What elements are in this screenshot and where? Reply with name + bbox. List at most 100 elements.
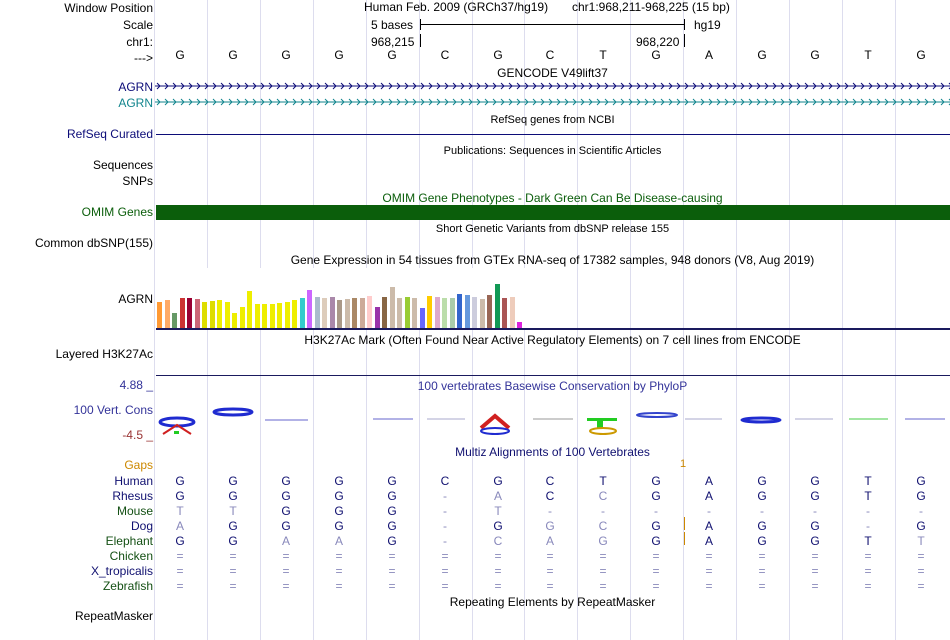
gtex-tissue-bar[interactable] xyxy=(284,302,290,328)
omim-genes-label[interactable]: OMIM Genes xyxy=(81,205,153,219)
alignment-base: G xyxy=(810,519,820,533)
gtex-tissue-bar[interactable] xyxy=(494,284,500,328)
species-label[interactable]: Chicken xyxy=(109,549,153,563)
gtex-tissue-bar[interactable] xyxy=(179,298,185,328)
gtex-tissue-bar[interactable] xyxy=(307,290,312,328)
gtex-tissue-bar[interactable] xyxy=(457,294,462,328)
gtex-tissue-bar[interactable] xyxy=(427,296,432,328)
omim-gene-bar[interactable] xyxy=(156,205,950,220)
gtex-tissue-bar[interactable] xyxy=(164,300,170,328)
gtex-tissue-bar[interactable] xyxy=(209,301,215,328)
gtex-tissue-bar[interactable] xyxy=(367,296,372,328)
gtex-tissue-bar[interactable] xyxy=(277,303,282,328)
strand-chevron xyxy=(644,82,649,90)
gtex-tissue-bar[interactable] xyxy=(194,299,200,328)
gtex-tissue-bar[interactable] xyxy=(509,297,515,328)
gtex-tissue-bar[interactable] xyxy=(442,298,447,328)
gtex-tissue-bar[interactable] xyxy=(472,297,477,328)
species-label[interactable]: Rhesus xyxy=(112,489,153,503)
vert-cons-label[interactable]: 100 Vert. Cons xyxy=(73,403,153,417)
gtex-agrn-label[interactable]: AGRN xyxy=(118,292,153,306)
gtex-tissue-bar[interactable] xyxy=(517,322,522,328)
cons-min-label: -4.5 _ xyxy=(122,428,153,442)
gtex-tissue-bar[interactable] xyxy=(389,287,395,328)
gencode-agrn-label-1[interactable]: AGRN xyxy=(118,80,153,94)
gtex-tissue-bar[interactable] xyxy=(419,308,425,328)
gtex-tissue-bar[interactable] xyxy=(352,298,357,328)
gtex-tissue-bar[interactable] xyxy=(434,297,440,328)
gtex-tissue-bar[interactable] xyxy=(397,298,402,328)
phylop-logo-track[interactable] xyxy=(155,407,950,438)
gtex-tissue-bar[interactable] xyxy=(172,313,177,328)
species-label[interactable]: Dog xyxy=(130,519,153,533)
gtex-tissue-bar[interactable] xyxy=(187,298,192,328)
species-label[interactable]: Elephant xyxy=(105,534,153,548)
alignment-base: G xyxy=(228,534,238,548)
gencode-agrn-label-2[interactable]: AGRN xyxy=(118,96,153,110)
gtex-tissue-bar[interactable] xyxy=(382,297,387,328)
snps-label[interactable]: SNPs xyxy=(122,174,153,188)
gtex-tissue-bar[interactable] xyxy=(344,299,350,328)
gtex-tissue-bar[interactable] xyxy=(247,291,252,328)
gtex-tissue-bar[interactable] xyxy=(329,297,335,328)
gtex-tissue-bar[interactable] xyxy=(449,298,455,328)
gtex-tissue-bar[interactable] xyxy=(487,295,492,328)
species-label[interactable]: Mouse xyxy=(116,504,153,518)
species-label[interactable]: X_tropicalis xyxy=(90,564,153,578)
gtex-tissue-bar[interactable] xyxy=(322,298,327,328)
strand-chevron xyxy=(580,98,585,106)
strand-chevron xyxy=(500,82,505,90)
strand-chevron xyxy=(292,98,297,106)
strand-chevron xyxy=(908,82,913,90)
gtex-tissue-bar[interactable] xyxy=(479,299,485,328)
alignment-base: T xyxy=(494,504,502,518)
gtex-tissue-bar[interactable] xyxy=(239,307,245,328)
gtex-tissue-bar[interactable] xyxy=(232,313,237,328)
refseq-curated-label[interactable]: RefSeq Curated xyxy=(66,127,153,141)
gtex-tissue-bar[interactable] xyxy=(502,298,507,328)
strand-chevron xyxy=(468,82,473,90)
gencode-transcript-1[interactable] xyxy=(155,81,950,91)
gencode-transcript-2[interactable] xyxy=(155,97,950,107)
gtex-tissue-bar[interactable] xyxy=(269,304,275,328)
strand-chevron xyxy=(756,82,761,90)
gtex-bar-chart[interactable] xyxy=(156,268,536,328)
alignment-base: G xyxy=(228,489,238,503)
refseq-gene-line[interactable] xyxy=(156,134,950,135)
gtex-tissue-bar[interactable] xyxy=(374,307,380,328)
gtex-tissue-bar[interactable] xyxy=(262,304,267,328)
gtex-tissue-bar[interactable] xyxy=(157,302,162,328)
sequences-label[interactable]: Sequences xyxy=(92,158,153,172)
strand-chevron xyxy=(484,98,489,106)
species-label[interactable]: Human xyxy=(114,474,153,488)
phylop-logo-g4 xyxy=(636,412,678,418)
strand-chevron xyxy=(172,82,177,90)
gtex-tissue-bar[interactable] xyxy=(404,297,410,328)
gtex-tissue-bar[interactable] xyxy=(464,295,470,328)
gtex-tissue-bar[interactable] xyxy=(359,298,365,328)
gtex-tissue-bar[interactable] xyxy=(314,297,320,328)
alignment-base: G xyxy=(175,534,185,548)
common-dbsnp-label[interactable]: Common dbSNP(155) xyxy=(34,236,153,250)
gtex-tissue-bar[interactable] xyxy=(202,302,207,328)
alignment-base: = xyxy=(705,549,713,563)
gtex-tissue-bar[interactable] xyxy=(217,300,222,328)
strand-chevron xyxy=(852,82,857,90)
alignment-base: C xyxy=(598,489,608,503)
gtex-tissue-bar[interactable] xyxy=(299,298,305,328)
repeatmasker-label[interactable]: RepeatMasker xyxy=(74,609,153,623)
alignment-base: T xyxy=(599,474,607,488)
gtex-tissue-bar[interactable] xyxy=(224,302,230,328)
alignment-base: = xyxy=(546,579,554,593)
layered-h3k27ac-label[interactable]: Layered H3K27Ac xyxy=(55,347,153,361)
strand-chevron xyxy=(532,98,537,106)
gtex-tissue-bar[interactable] xyxy=(254,304,260,328)
species-label[interactable]: Zebrafish xyxy=(102,579,153,593)
gtex-tissue-bar[interactable] xyxy=(337,300,342,328)
strand-chevron xyxy=(460,98,465,106)
alignment-base: = xyxy=(494,564,502,578)
gtex-tissue-bar[interactable] xyxy=(292,300,297,328)
alignment-base: G xyxy=(651,534,661,548)
gtex-tissue-bar[interactable] xyxy=(412,298,417,328)
